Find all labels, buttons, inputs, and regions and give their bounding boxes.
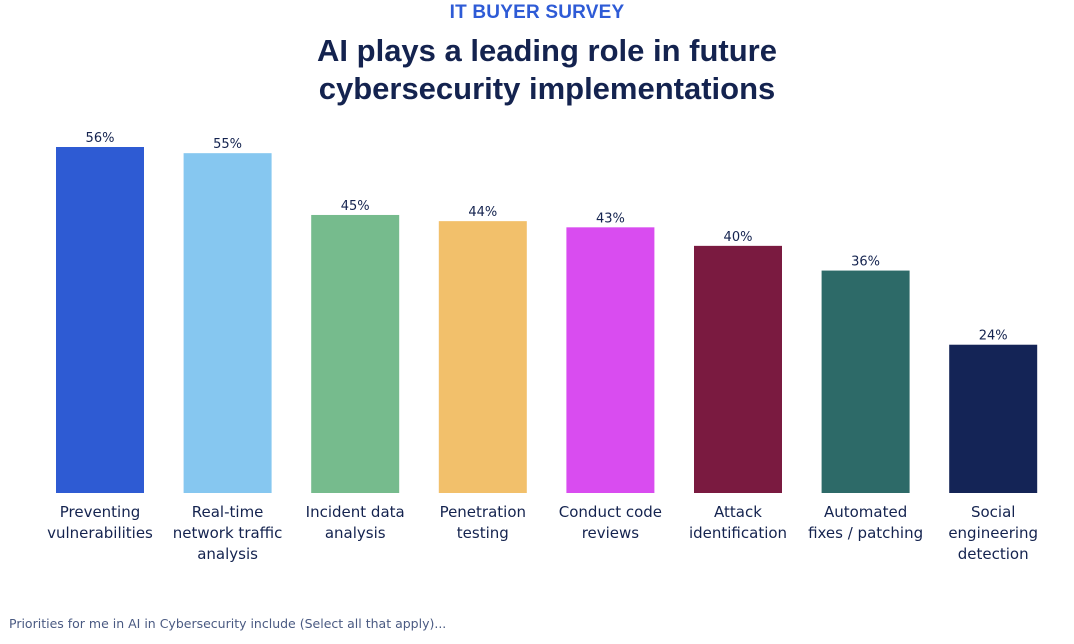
category-label-line: engineering xyxy=(948,524,1038,542)
category-label: Attack identification xyxy=(689,503,787,542)
category-label: Incident data analysis xyxy=(306,503,405,542)
bar xyxy=(694,245,782,493)
data-label: 43% xyxy=(596,211,625,226)
category-label-line: analysis xyxy=(325,524,386,542)
category-label-line: detection xyxy=(958,545,1029,563)
bar xyxy=(56,147,144,493)
category-label-line: Social xyxy=(971,503,1015,521)
category-label-line: identification xyxy=(689,524,787,542)
category-label-line: network traffic xyxy=(173,524,283,542)
category-label-line: Automated xyxy=(824,503,907,521)
bar xyxy=(821,270,910,493)
data-label: 36% xyxy=(851,255,880,270)
footnote: Priorities for me in AI in Cybersecurity… xyxy=(9,616,447,631)
data-label: 24% xyxy=(979,329,1008,344)
category-label-line: Attack xyxy=(714,503,762,521)
bar xyxy=(183,153,272,493)
chart-title-line-1: AI plays a leading role in future xyxy=(317,33,777,68)
category-label-line: Real-time xyxy=(192,503,264,521)
category-label: Social engineering detection xyxy=(948,503,1038,563)
category-label-line: Preventing xyxy=(60,503,141,521)
category-label-line: Incident data xyxy=(306,503,405,521)
data-label: 45% xyxy=(341,199,370,214)
category-label-line: reviews xyxy=(582,524,640,542)
chart-title-line-2: cybersecurity implementations xyxy=(318,71,776,106)
category-label: Preventing vulnerabilities xyxy=(47,503,153,542)
category-label: Real-time network traffic analysis xyxy=(173,503,283,563)
category-label-line: analysis xyxy=(197,545,258,563)
survey-kicker: IT BUYER SURVEY xyxy=(449,2,625,23)
category-label-line: vulnerabilities xyxy=(47,524,153,542)
bar xyxy=(311,214,400,493)
bar xyxy=(949,344,1038,493)
category-label: Conduct code reviews xyxy=(559,503,662,542)
bar xyxy=(566,227,655,494)
chart-title: AI plays a leading role in future cybers… xyxy=(0,32,1074,108)
category-label: Penetration testing xyxy=(440,503,526,542)
category-label-line: testing xyxy=(457,524,509,542)
category-label-line: Conduct code xyxy=(559,503,662,521)
category-label-line: fixes / patching xyxy=(808,524,923,542)
data-label: 44% xyxy=(468,205,497,220)
bar xyxy=(438,221,527,493)
data-label: 40% xyxy=(724,230,753,245)
data-label: 55% xyxy=(213,137,242,152)
data-label: 56% xyxy=(86,131,115,146)
category-label: Automated fixes / patching xyxy=(808,503,923,542)
category-label-line: Penetration xyxy=(440,503,526,521)
